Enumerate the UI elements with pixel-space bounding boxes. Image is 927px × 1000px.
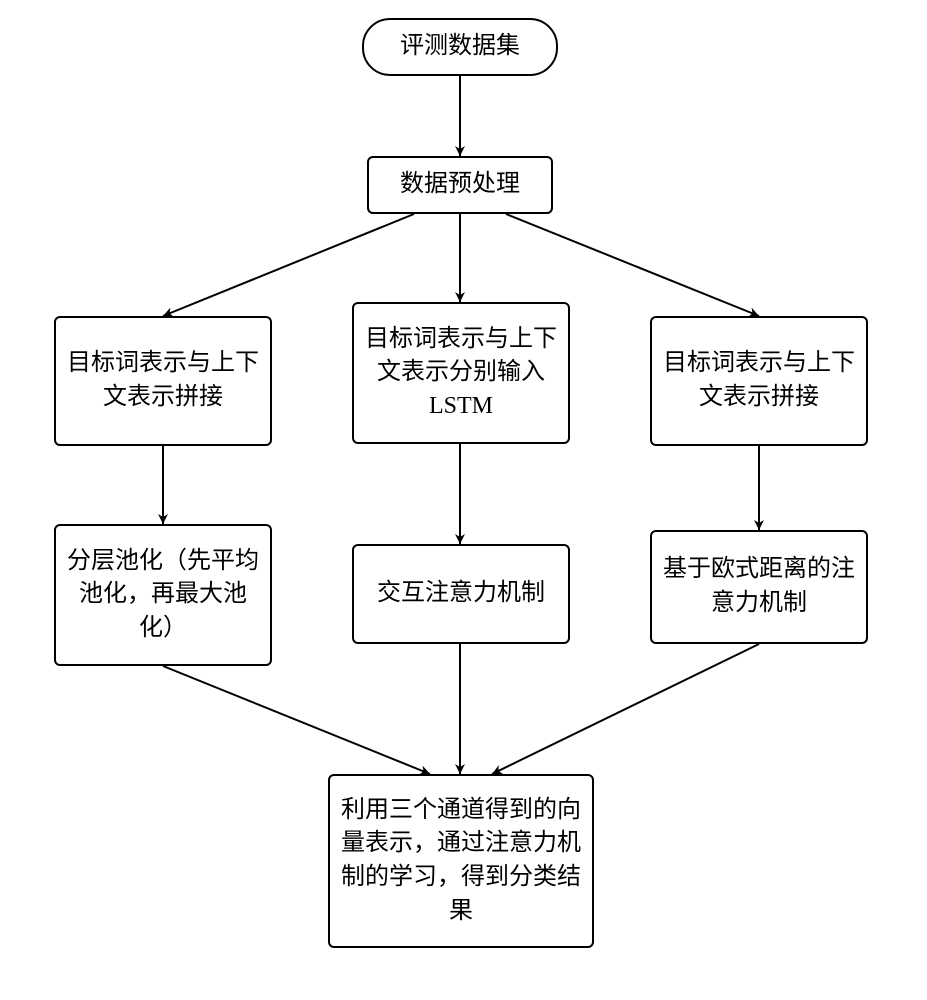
node-left-bot: 分层池化（先平均池化，再最大池化） <box>54 524 272 666</box>
node-label: 基于欧式距离的注意力机制 <box>660 553 858 620</box>
edge <box>163 214 414 316</box>
edge <box>506 214 759 316</box>
node-label: 目标词表示与上下文表示分别输入LSTM <box>362 323 560 424</box>
node-label: 目标词表示与上下文表示拼接 <box>64 347 262 414</box>
node-label: 分层池化（先平均池化，再最大池化） <box>64 545 262 646</box>
node-mid-bot: 交互注意力机制 <box>352 544 570 644</box>
edge <box>492 644 759 774</box>
node-label: 利用三个通道得到的向量表示，通过注意力机制的学习，得到分类结果 <box>338 794 584 928</box>
edge <box>163 666 430 774</box>
node-preproc: 数据预处理 <box>367 156 553 214</box>
flowchart-canvas: 评测数据集 数据预处理 目标词表示与上下文表示拼接 目标词表示与上下文表示分别输… <box>0 0 927 1000</box>
node-mid-top: 目标词表示与上下文表示分别输入LSTM <box>352 302 570 444</box>
node-left-top: 目标词表示与上下文表示拼接 <box>54 316 272 446</box>
node-right-bot: 基于欧式距离的注意力机制 <box>650 530 868 644</box>
node-label: 评测数据集 <box>400 30 520 64</box>
node-result: 利用三个通道得到的向量表示，通过注意力机制的学习，得到分类结果 <box>328 774 594 948</box>
node-right-top: 目标词表示与上下文表示拼接 <box>650 316 868 446</box>
node-label: 交互注意力机制 <box>377 577 545 611</box>
node-start: 评测数据集 <box>362 18 558 76</box>
node-label: 数据预处理 <box>400 168 520 202</box>
node-label: 目标词表示与上下文表示拼接 <box>660 347 858 414</box>
